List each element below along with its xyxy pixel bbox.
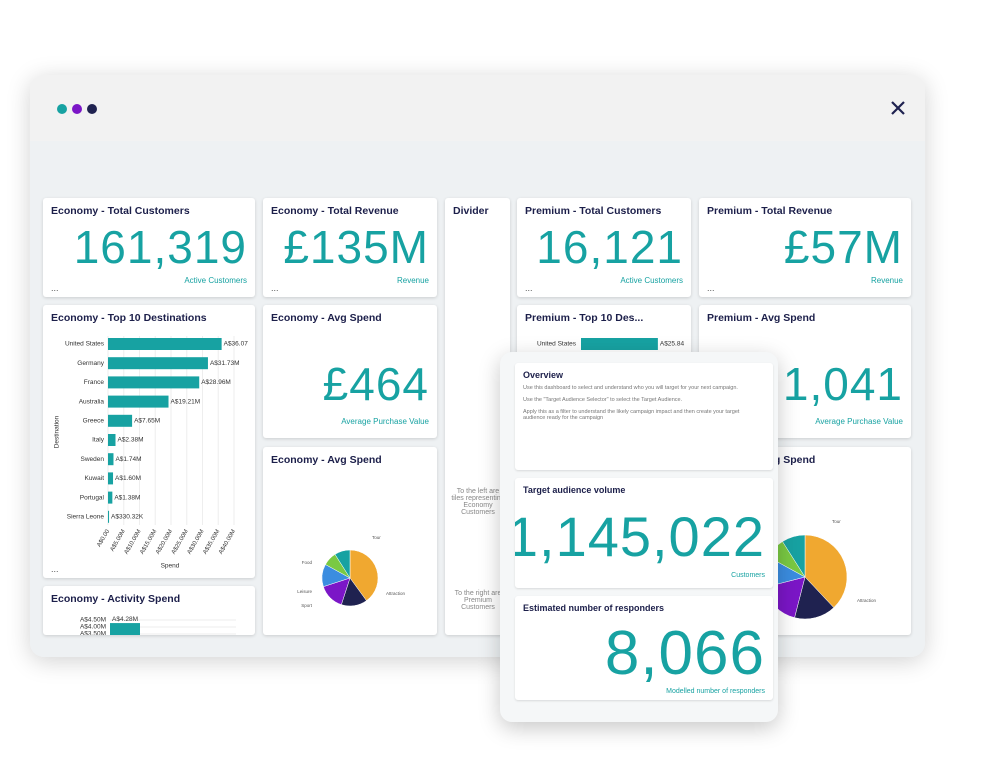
kpi-value: 16,121 — [536, 221, 683, 273]
kpi-caption: Active Customers — [184, 276, 247, 285]
tile-title: Estimated number of responders — [523, 603, 665, 613]
overlay-card: Overview Use this dashboard to select an… — [500, 352, 778, 722]
overview-line: Apply this as a filter to understand the… — [523, 409, 740, 421]
overview-text: Use this dashboard to select and underst… — [523, 385, 763, 427]
dot — [72, 104, 82, 114]
menu[interactable]: ... — [51, 564, 59, 574]
title-bar — [30, 75, 925, 141]
overview-line: Use this dashboard to select and underst… — [523, 385, 738, 391]
kpi-value: £57M — [783, 221, 903, 273]
kpi-caption: Average Purchase Value — [341, 417, 429, 426]
kpi-tile: Estimated number of responders 8,066 Mod… — [515, 596, 773, 700]
menu[interactable]: ... — [51, 283, 59, 293]
kpi-caption: Active Customers — [620, 276, 683, 285]
kpi-tile: Economy - Total Revenue £135M Revenue ..… — [263, 198, 437, 297]
tile-title: Premium - Total Customers — [525, 205, 662, 217]
tile-title: Economy - Total Revenue — [271, 205, 399, 217]
kpi-caption: Modelled number of responders — [666, 688, 765, 695]
kpi-caption: Customers — [731, 572, 765, 579]
kpi-tile: Target audience volume 1,145,022 Custome… — [515, 478, 773, 588]
kpi-value: 161,319 — [73, 221, 247, 273]
tile-title: Overview — [523, 370, 564, 380]
kpi-value: £464 — [322, 358, 429, 410]
kpi-tile: Economy - Total Customers 161,319 Active… — [43, 198, 255, 297]
tile-title: Premium - Top 10 Des... — [525, 312, 644, 324]
chart-tile: Economy - Activity Spend — [43, 586, 255, 635]
tile-title: Premium - Avg Spend — [707, 312, 816, 324]
kpi-value: 1,145,022 — [515, 505, 765, 568]
kpi-value: 1,041 — [782, 358, 903, 410]
tile-title: Economy - Avg Spend — [271, 312, 382, 324]
chart-tile: Economy - Avg Spend — [263, 447, 437, 635]
divider-note: To the right are Premium Customers — [454, 590, 502, 611]
tile-title: Economy - Avg Spend — [271, 454, 382, 466]
menu[interactable]: ... — [525, 283, 533, 293]
menu[interactable]: ... — [271, 283, 279, 293]
divider-note: To the left are tiles representing Econo… — [451, 488, 505, 516]
kpi-caption: Average Purchase Value — [815, 417, 903, 426]
tile-title: Divider — [453, 205, 489, 217]
tile-title: Economy - Top 10 Destinations — [51, 312, 207, 324]
kpi-tile: Premium - Total Customers 16,121 Active … — [517, 198, 691, 297]
kpi-value: £135M — [283, 221, 429, 273]
kpi-tile: Economy - Avg Spend £464 Average Purchas… — [263, 305, 437, 438]
divider-tile: Divider To the left are tiles representi… — [445, 198, 510, 635]
kpi-caption: Revenue — [396, 276, 429, 285]
kpi-tile: Premium - Total Revenue £57M Revenue ... — [699, 198, 911, 297]
menu[interactable]: ... — [707, 283, 715, 293]
kpi-caption: Revenue — [870, 276, 903, 285]
tile-title: Economy - Total Customers — [51, 205, 190, 217]
overview-line: Use the "Target Audience Selector" to se… — [523, 397, 683, 403]
chart-tile: Economy - Top 10 Destinations ... — [43, 305, 255, 578]
tile-title: Economy - Activity Spend — [51, 593, 181, 605]
overview-tile: Overview Use this dashboard to select an… — [515, 363, 773, 470]
tile-title: Premium - Total Revenue — [707, 205, 833, 217]
tile-title: Target audience volume — [523, 485, 626, 495]
kpi-value: 8,066 — [604, 619, 765, 688]
close-button[interactable] — [891, 101, 905, 115]
dot — [87, 104, 97, 114]
dot — [57, 104, 67, 114]
